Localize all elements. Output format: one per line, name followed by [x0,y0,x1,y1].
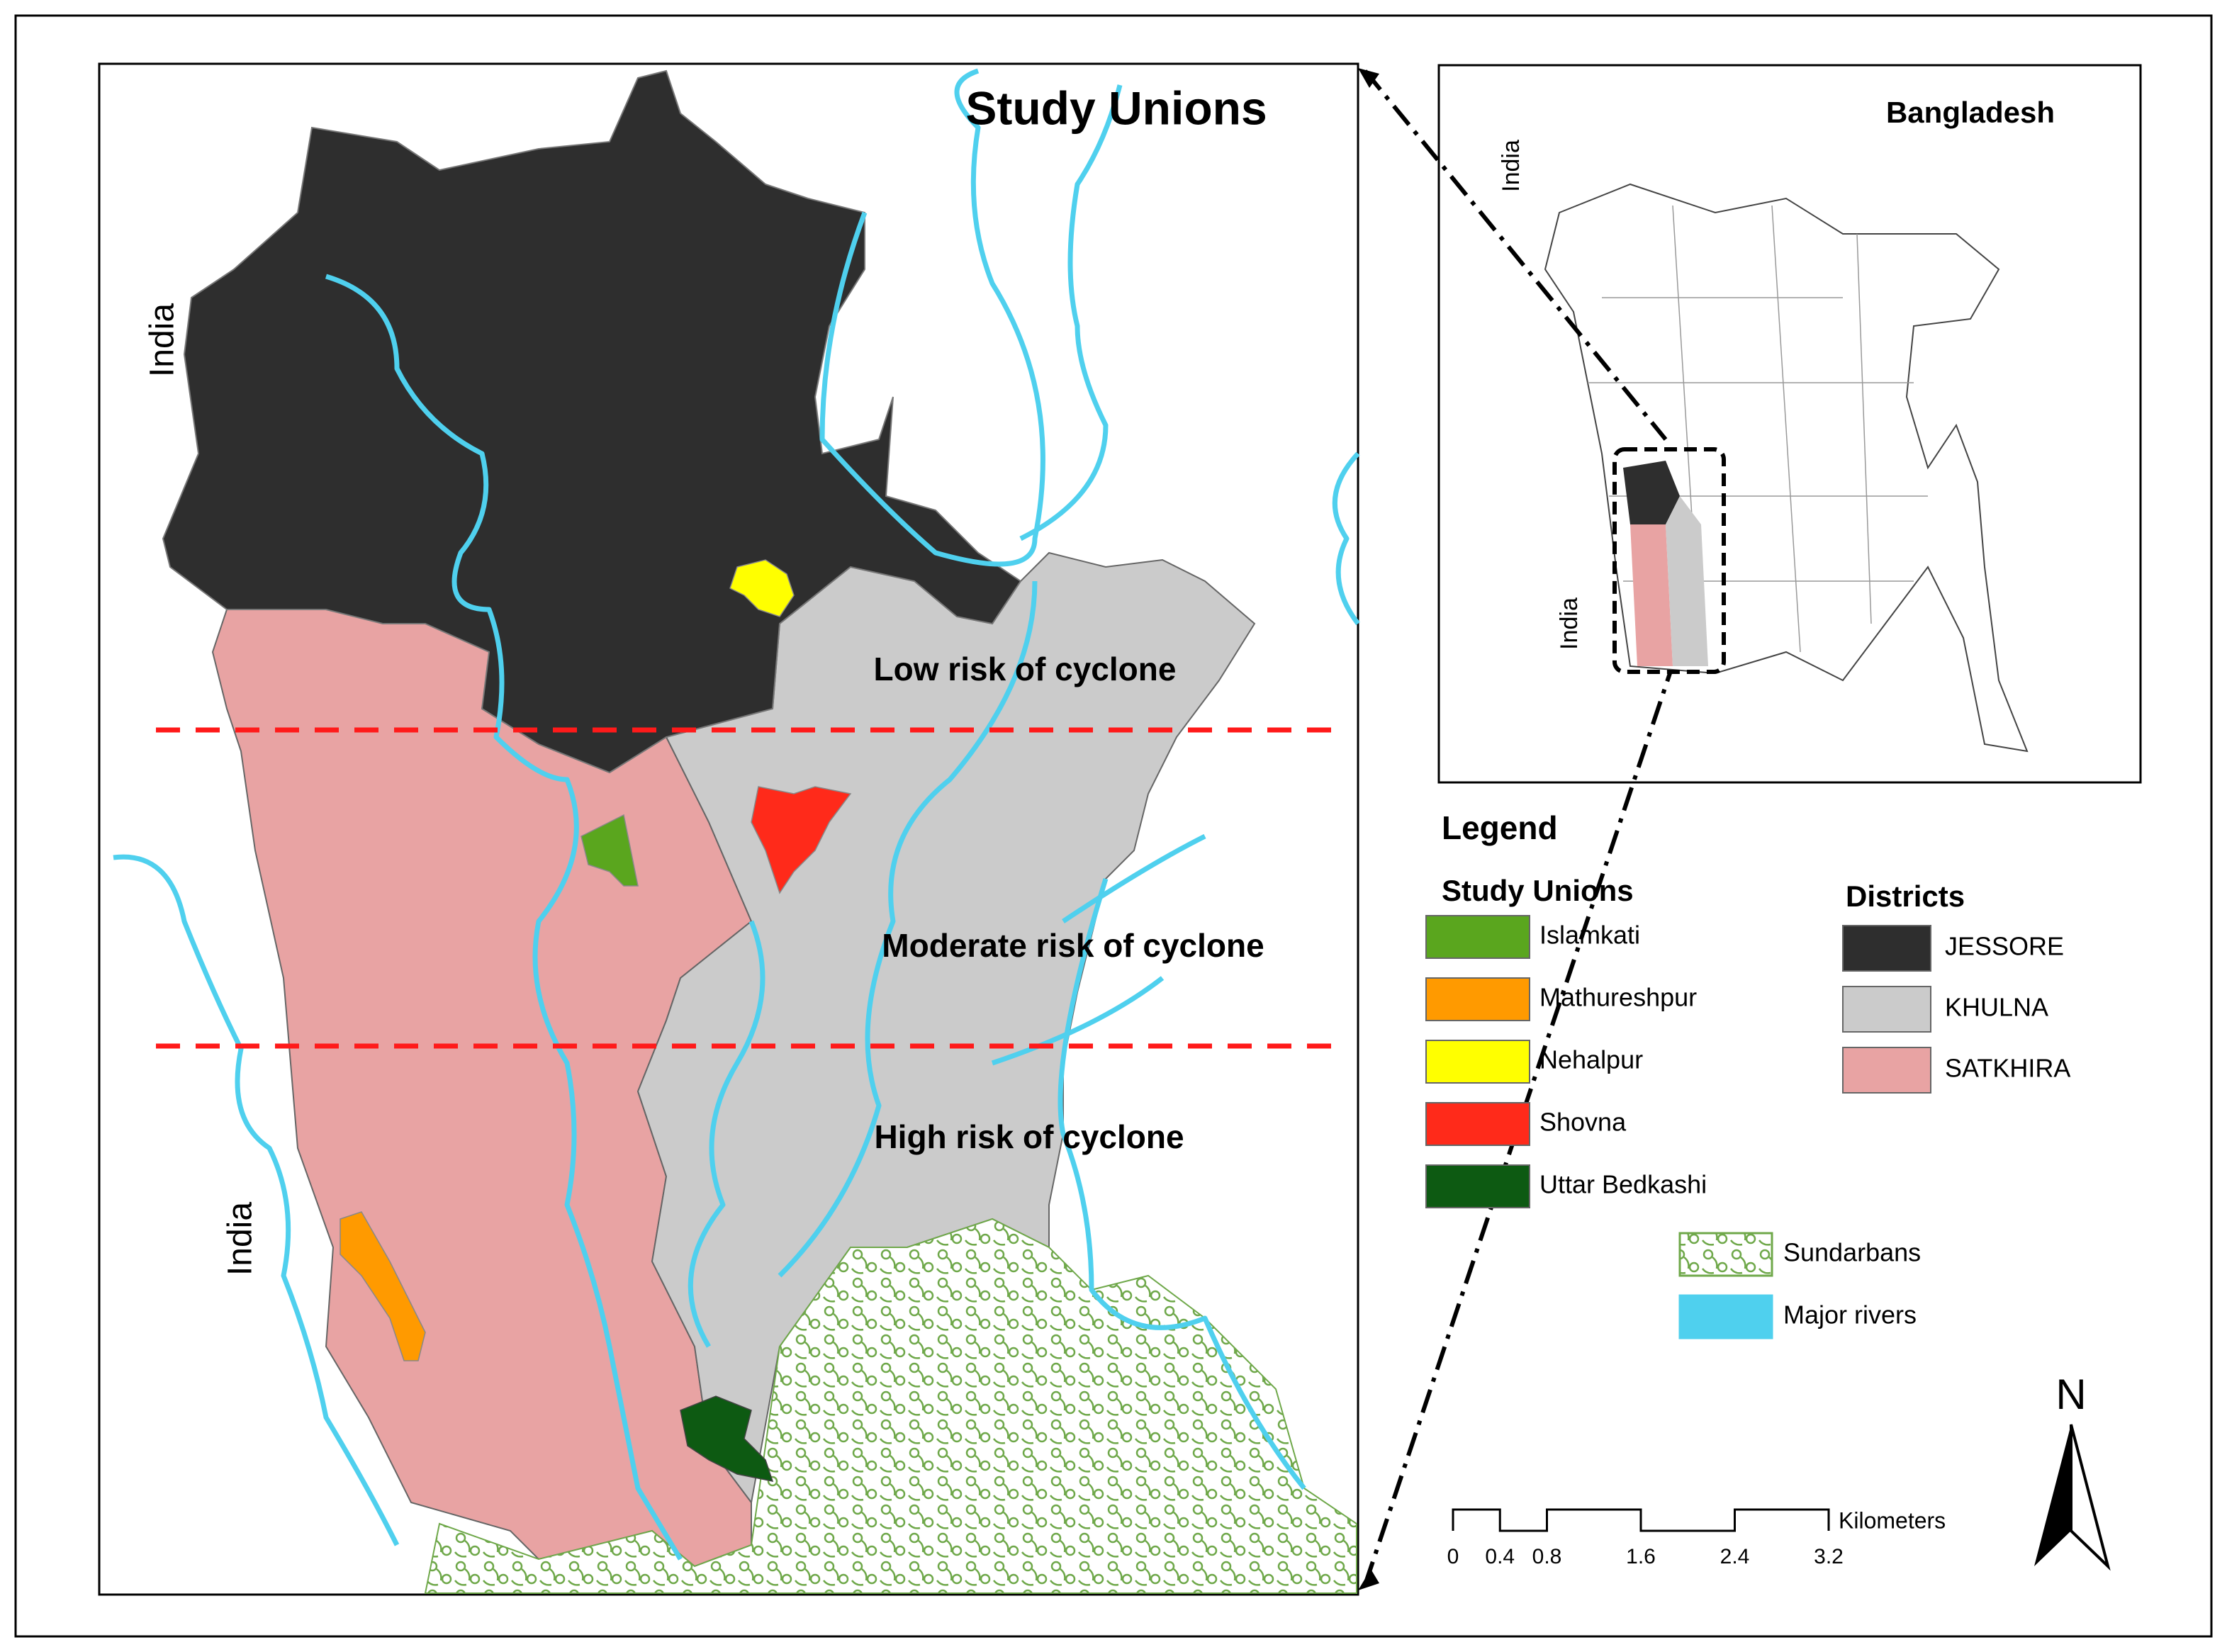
north-label: N [2055,1371,2086,1418]
legend: Legend Study Unions Districts Islamkati M… [1425,809,2070,1339]
legend-label: KHULNA [1945,993,2048,1022]
legend-swatch [1425,915,1530,959]
district-jessore [162,69,1022,774]
legend-label: JESSORE [1945,932,2064,961]
legend-label: Islamkati [1539,921,1640,950]
union-mathureshpur [340,1211,426,1361]
legend-swatch [1842,986,1931,1033]
country-label: India [144,303,181,377]
scale-tick-label: 0 [1447,1545,1459,1568]
legend-swatch [1425,1102,1530,1146]
connector-lines [1363,69,1672,1585]
country-label: India [222,1202,259,1276]
district-lines [1588,205,1928,667]
legend-swatch [1842,925,1931,972]
arrowhead [1358,68,1379,88]
legend-swatch [1425,977,1530,1021]
legend-label: Shovna [1539,1108,1627,1137]
arrowhead [1358,1569,1379,1590]
legend-swatch [1842,1047,1931,1094]
inset-satkhira [1630,524,1673,666]
legend-swatch [1678,1294,1773,1339]
outer-border [14,14,2213,1638]
legend-swatch [1425,1164,1530,1208]
union-nehalpur [729,559,795,617]
inset-khulna [1666,496,1708,666]
union-uttar-bedkashi [680,1395,774,1482]
legend-label: Major rivers [1783,1300,1917,1330]
inset-jessore [1623,461,1680,524]
country-label: India [1556,597,1583,650]
north-arrow: N [2034,1371,2111,1571]
legend-swatch [1425,1040,1530,1084]
legend-title: Legend [1442,809,1558,846]
inset-title: Bangladesh [1886,96,2055,129]
map-title: Study Unions [965,82,1267,134]
union-islamkati [580,814,639,887]
scale-tick-label: 1.6 [1626,1545,1656,1568]
scale-bar: Kilometers 0 0.4 0.8 1.6 2.4 3.2 [1447,1507,1946,1568]
inset-map: Bangladesh India India [1437,64,2142,784]
legend-label: Mathureshpur [1539,983,1697,1012]
country-label: India [1498,140,1525,192]
sundarbans [424,1218,1357,1594]
legend-swatch [1678,1232,1773,1277]
legend-label: SATKHIRA [1945,1054,2070,1083]
scale-tick-label: 2.4 [1720,1545,1750,1568]
risk-zone-label: Moderate risk of cyclone [882,927,1264,964]
main-map: Study Unions India India Low risk of cyc… [98,62,1360,1596]
legend-label: Nehalpur [1539,1045,1643,1074]
scale-tick-label: 3.2 [1814,1545,1844,1568]
scale-tick-label: 0.8 [1532,1545,1562,1568]
study-area-box [1612,447,1726,674]
legend-label: Uttar Bedkashi [1539,1170,1707,1199]
risk-zone-label: High risk of cyclone [874,1118,1184,1155]
scale-unit: Kilometers [1839,1507,1946,1533]
union-shovna [751,786,852,894]
scale-tick-label: 0.4 [1485,1545,1515,1568]
legend-label: Sundarbans [1783,1238,1921,1267]
scale-line [1452,1508,1830,1532]
rivers [113,68,1360,1561]
legend-heading: Districts [1846,880,1965,913]
risk-zone-label: Low risk of cyclone [874,651,1177,687]
legend-heading: Study Unions [1442,874,1634,907]
